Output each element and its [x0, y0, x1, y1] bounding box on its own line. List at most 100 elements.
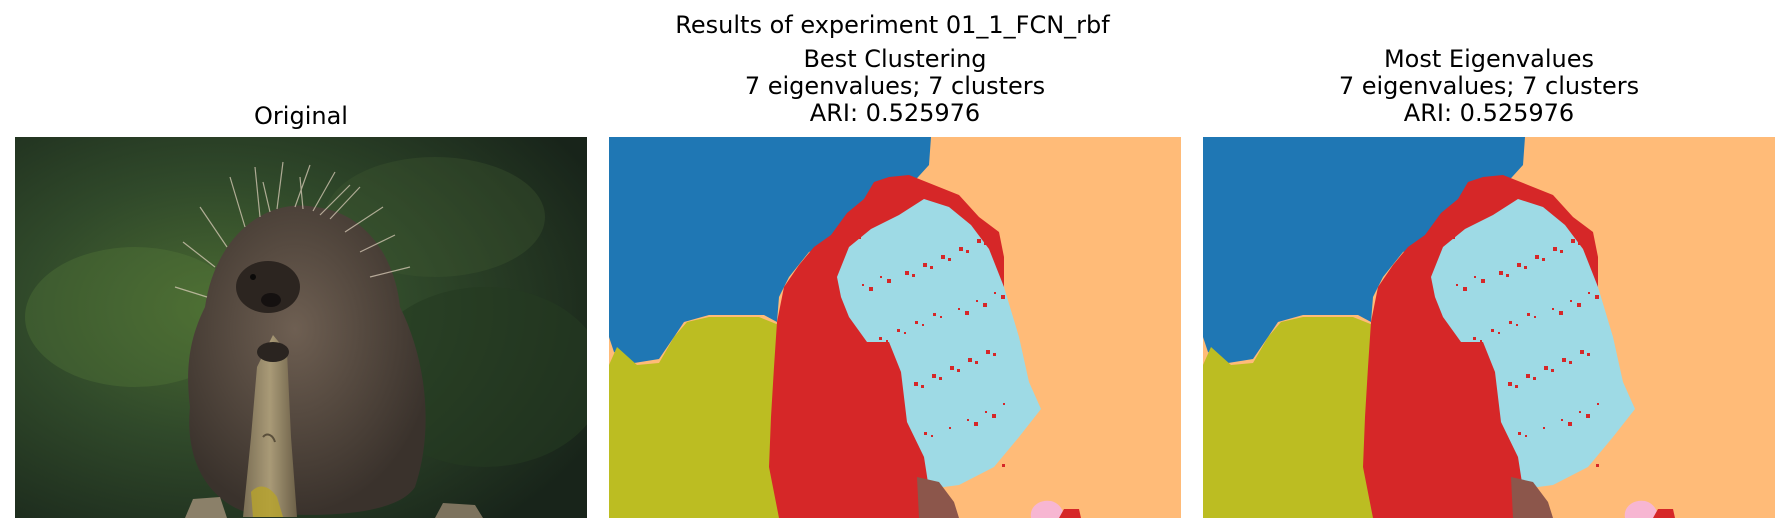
segment-speckle: [904, 332, 906, 334]
segment-speckle: [949, 427, 951, 429]
segment-cyan: [1431, 199, 1635, 489]
segment-speckle: [861, 345, 864, 348]
segment-speckle: [923, 263, 927, 267]
segment-speckle: [1002, 464, 1005, 467]
segment-speckle: [983, 303, 987, 307]
segment-speckle: [1588, 292, 1590, 294]
panel-original-title-line: Original: [254, 102, 348, 130]
segment-speckle: [896, 390, 900, 394]
segment-speckle: [1518, 432, 1521, 435]
segment-speckle: [1579, 411, 1581, 413]
segment-speckle: [1560, 250, 1563, 253]
segment-speckle: [1561, 419, 1563, 421]
segment-speckle: [1453, 237, 1455, 239]
segment-speckle: [897, 329, 900, 332]
segment-speckle: [968, 358, 972, 362]
segment-speckle: [887, 279, 891, 283]
segment-speckle: [1515, 385, 1518, 388]
segment-speckle: [1544, 366, 1548, 370]
segment-speckle: [886, 340, 888, 342]
segment-speckle: [869, 287, 873, 291]
segment-speckle: [1580, 350, 1584, 354]
segment-speckle: [1595, 295, 1599, 299]
segment-speckle: [957, 369, 960, 372]
segment-speckle: [877, 459, 879, 461]
segment-speckle: [1551, 369, 1554, 372]
porcupine-photo: [15, 137, 587, 518]
segment-speckle: [912, 274, 915, 277]
segment-speckle: [905, 271, 909, 275]
segment-speckle: [1482, 448, 1485, 451]
segment-speckle: [921, 385, 924, 388]
segment-speckle: [1570, 300, 1572, 302]
segment-speckle: [959, 247, 963, 251]
segment-speckle: [888, 448, 891, 451]
segment-speckle: [1525, 435, 1527, 437]
segment-speckle: [1463, 287, 1467, 291]
segment-speckle: [880, 276, 882, 278]
segment-cyan: [837, 199, 1041, 489]
most-eigenvalues-segmentation: [1203, 137, 1775, 518]
segment-speckle: [985, 411, 987, 413]
segment-speckle: [1543, 427, 1545, 429]
segment-speckle: [871, 395, 873, 397]
segment-speckle: [950, 366, 954, 370]
segment-speckle: [1578, 242, 1581, 245]
panel-best-title: Best Clustering 7 eigenvalues; 7 cluster…: [609, 46, 1181, 127]
segment-speckle: [1506, 274, 1509, 277]
segment-speckle: [1577, 303, 1581, 307]
segment-speckle: [1569, 361, 1572, 364]
segment-speckle: [1517, 263, 1521, 267]
segment-speckle: [879, 337, 882, 340]
segment-speckle: [1462, 348, 1464, 350]
segment-speckle: [1534, 316, 1536, 318]
segment-speckle: [1456, 284, 1458, 286]
figure-suptitle: Results of experiment 01_1_FCN_rbf: [675, 11, 1110, 39]
segment-speckle: [941, 255, 945, 259]
segment-speckle: [932, 374, 936, 378]
segment-speckle: [1527, 313, 1530, 316]
segment-speckle: [1471, 459, 1473, 461]
segment-speckle: [965, 311, 969, 315]
segment-speckle: [1464, 456, 1467, 459]
panel-best-title-line-3: ARI: 0.525976: [809, 99, 981, 127]
segment-speckle: [975, 361, 978, 364]
panel-best-title-line-1: Best Clustering: [803, 45, 987, 73]
segment-speckle: [986, 350, 990, 354]
segment-speckle: [1500, 440, 1503, 443]
segment-speckle: [977, 239, 981, 243]
segment-speckle: [1533, 377, 1536, 380]
segment-speckle: [924, 432, 927, 435]
segment-speckle: [895, 451, 897, 453]
segment-speckle: [1498, 332, 1500, 334]
segment-speckle: [860, 406, 864, 410]
segmentation-map: [609, 137, 1181, 518]
segment-speckle: [948, 258, 951, 261]
segment-speckle: [1481, 279, 1485, 283]
segment-speckle: [940, 316, 942, 318]
segment-speckle: [868, 348, 870, 350]
segment-speckle: [1003, 403, 1005, 405]
panel-best-title-line-2: 7 eigenvalues; 7 clusters: [744, 72, 1046, 100]
segment-speckle: [1454, 406, 1458, 410]
segment-pink: [1624, 500, 1659, 518]
segment-speckle: [915, 321, 918, 324]
segment-speckle: [1524, 266, 1527, 269]
original-photo: [15, 137, 587, 518]
panel-most-title-line-3: ARI: 0.525976: [1403, 99, 1575, 127]
segment-speckle: [958, 308, 960, 310]
panel-most-title-line-1: Most Eigenvalues: [1383, 45, 1595, 73]
segment-speckle: [1489, 451, 1491, 453]
segment-speckle: [1491, 329, 1494, 332]
segment-speckle: [994, 292, 996, 294]
segment-speckle: [862, 284, 864, 286]
segment-speckle: [870, 456, 873, 459]
segment-speckle: [930, 266, 933, 269]
segment-speckle: [1473, 337, 1476, 340]
segment-speckle: [1474, 276, 1476, 278]
segment-speckle: [922, 324, 924, 326]
segment-speckle: [1001, 295, 1005, 299]
segment-speckle: [1542, 258, 1545, 261]
segment-speckle: [906, 440, 909, 443]
panel-most-title: Most Eigenvalues 7 eigenvalues; 7 cluste…: [1203, 46, 1775, 127]
